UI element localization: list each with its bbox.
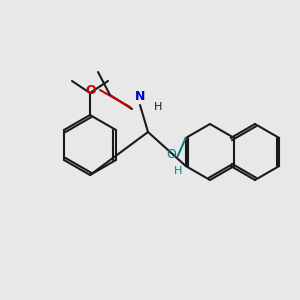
Text: O: O xyxy=(166,148,176,160)
Text: N: N xyxy=(135,90,145,103)
Text: O: O xyxy=(85,85,96,98)
Text: H: H xyxy=(154,102,162,112)
Text: H: H xyxy=(174,166,182,176)
